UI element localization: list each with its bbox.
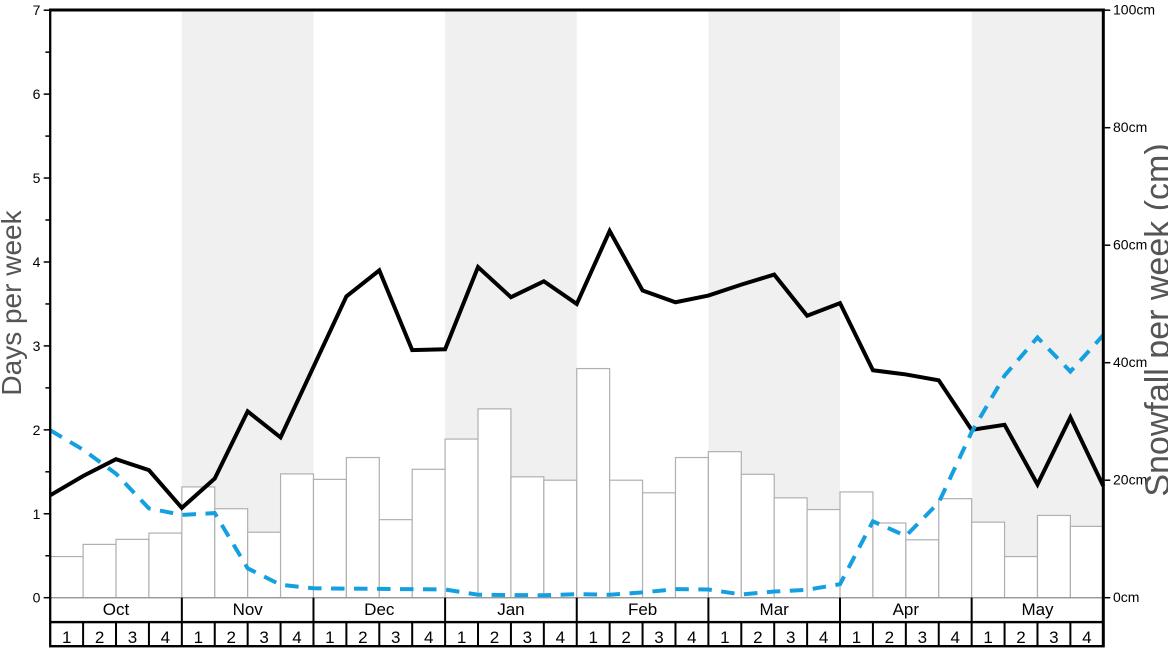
svg-text:40cm: 40cm (1113, 354, 1147, 370)
svg-text:Nov: Nov (233, 600, 264, 619)
svg-text:3: 3 (654, 628, 663, 647)
svg-text:4: 4 (819, 628, 828, 647)
svg-text:2: 2 (358, 628, 367, 647)
svg-text:1: 1 (325, 628, 334, 647)
svg-text:4: 4 (687, 628, 696, 647)
svg-text:100cm: 100cm (1113, 1, 1155, 17)
svg-text:2: 2 (753, 628, 762, 647)
svg-text:2: 2 (621, 628, 630, 647)
svg-text:3: 3 (33, 338, 41, 354)
svg-text:1: 1 (588, 628, 597, 647)
svg-text:1: 1 (720, 628, 729, 647)
svg-text:1: 1 (62, 628, 71, 647)
svg-text:2: 2 (95, 628, 104, 647)
svg-text:4: 4 (161, 628, 170, 647)
svg-text:1: 1 (983, 628, 992, 647)
svg-text:7: 7 (33, 2, 41, 18)
svg-text:3: 3 (523, 628, 532, 647)
svg-text:4: 4 (1082, 628, 1091, 647)
svg-text:4: 4 (424, 628, 433, 647)
svg-text:1: 1 (852, 628, 861, 647)
svg-text:2: 2 (33, 422, 41, 438)
svg-text:2: 2 (490, 628, 499, 647)
svg-text:Mar: Mar (760, 600, 790, 619)
svg-text:3: 3 (128, 628, 137, 647)
svg-text:4: 4 (292, 628, 301, 647)
svg-text:2: 2 (1016, 628, 1025, 647)
svg-text:20cm: 20cm (1113, 471, 1147, 487)
svg-text:Dec: Dec (364, 600, 395, 619)
svg-text:3: 3 (786, 628, 795, 647)
svg-text:6: 6 (33, 86, 41, 102)
svg-text:1: 1 (457, 628, 466, 647)
svg-text:80cm: 80cm (1113, 119, 1147, 135)
svg-text:4: 4 (950, 628, 959, 647)
svg-text:4: 4 (556, 628, 565, 647)
svg-text:2: 2 (885, 628, 894, 647)
svg-text:5: 5 (33, 170, 41, 186)
svg-text:Oct: Oct (103, 600, 130, 619)
svg-text:Feb: Feb (628, 600, 657, 619)
svg-text:May: May (1021, 600, 1054, 619)
svg-text:60cm: 60cm (1113, 236, 1147, 252)
svg-text:3: 3 (259, 628, 268, 647)
svg-text:3: 3 (918, 628, 927, 647)
svg-text:Jan: Jan (497, 600, 524, 619)
svg-text:0cm: 0cm (1113, 589, 1139, 605)
svg-text:4: 4 (33, 254, 41, 270)
svg-text:0: 0 (33, 590, 41, 606)
svg-text:Snowfall per week (cm): Snowfall per week (cm) (1139, 143, 1168, 496)
svg-text:Apr: Apr (893, 600, 920, 619)
svg-text:3: 3 (1049, 628, 1058, 647)
svg-text:2: 2 (226, 628, 235, 647)
svg-text:1: 1 (33, 506, 41, 522)
svg-text:1: 1 (194, 628, 203, 647)
svg-text:Days per week: Days per week (0, 209, 27, 395)
svg-text:3: 3 (391, 628, 400, 647)
